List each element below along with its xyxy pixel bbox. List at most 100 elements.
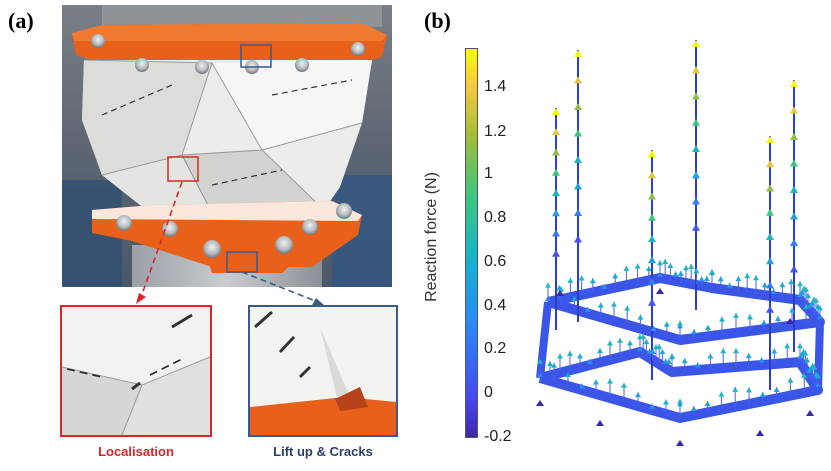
support-arrow — [756, 430, 764, 436]
force-arrow — [759, 392, 766, 398]
force-arrow — [624, 305, 631, 311]
force-arrow — [788, 279, 795, 285]
force-arrow — [587, 359, 593, 364]
force-arrow — [552, 128, 560, 136]
force-arrow — [579, 383, 585, 389]
force-arrow — [766, 160, 774, 168]
colorbar-tick: -0.2 — [484, 428, 512, 445]
hexagon-ring — [536, 301, 552, 379]
force-arrow — [648, 150, 656, 157]
force-arrow — [688, 264, 695, 270]
force-arrow — [648, 192, 656, 200]
force-arrow — [649, 403, 655, 409]
force-arrow — [718, 391, 725, 397]
force-arrow — [683, 265, 689, 271]
force-arrow — [732, 386, 739, 392]
lift-up-cracks-caption: Lift up & Cracks — [273, 444, 373, 459]
force-arrow — [648, 235, 656, 242]
force-arrow — [766, 305, 774, 313]
force-arrow — [567, 277, 574, 283]
localisation-zoom — [60, 305, 212, 437]
force-arrow — [694, 362, 701, 368]
force-arrow — [637, 314, 644, 320]
force-arrow — [692, 118, 700, 126]
force-arrow — [578, 275, 585, 281]
force-arrow — [597, 302, 604, 308]
force-arrow — [784, 343, 791, 349]
force-arrow — [692, 66, 700, 74]
force-arrow — [663, 399, 669, 405]
force-arrow — [813, 297, 819, 303]
force-arrow — [649, 348, 656, 354]
force-arrow — [692, 145, 700, 152]
force-arrow — [574, 103, 582, 110]
force-arrow — [567, 350, 573, 356]
force-arrow — [611, 301, 617, 307]
force-arrow — [659, 349, 666, 355]
force-arrow — [648, 277, 656, 285]
colorbar-tick: 0.6 — [484, 253, 507, 270]
force-arrow — [552, 108, 560, 115]
force-arrow — [703, 275, 710, 281]
force-arrow — [707, 353, 714, 359]
force-arrow — [665, 358, 672, 364]
force-arrow — [601, 284, 607, 289]
force-arrow — [775, 315, 781, 321]
force-arrow — [571, 295, 578, 301]
force-arrow — [552, 148, 560, 156]
force-arrow — [720, 348, 727, 354]
force-arrow — [607, 340, 613, 346]
force-arrow — [790, 80, 798, 87]
support-arrow — [676, 440, 684, 446]
force-arrow — [804, 357, 811, 363]
force-arrow — [677, 398, 683, 404]
force-arrow — [612, 273, 619, 279]
force-arrow — [790, 133, 798, 140]
force-arrow — [552, 249, 560, 257]
force-arrow — [692, 197, 700, 205]
lift-up-cracks-zoom — [248, 305, 398, 437]
force-arrow — [815, 373, 821, 379]
force-arrow — [733, 348, 739, 354]
force-arrow — [802, 350, 809, 356]
force-arrow — [692, 171, 700, 179]
force-arrow — [650, 326, 657, 332]
panel-b-label: (b) — [424, 8, 451, 33]
force-arrow — [733, 312, 739, 318]
force-arrow — [584, 307, 591, 313]
force-arrow — [663, 321, 670, 327]
force-arrow — [607, 378, 613, 384]
force-arrow — [648, 171, 656, 179]
force-arrow — [690, 406, 697, 412]
force-arrow — [574, 156, 582, 163]
force-arrow — [817, 305, 823, 311]
force-arrow — [761, 282, 768, 288]
force-arrow — [593, 379, 599, 385]
force-arrow — [766, 136, 774, 143]
force-arrow — [692, 92, 700, 100]
support-arrow — [656, 288, 664, 294]
force-arrow — [545, 282, 551, 288]
force-arrow — [621, 382, 627, 388]
force-arrow — [597, 348, 603, 354]
force-arrow — [635, 392, 641, 398]
force-arrow — [574, 129, 582, 137]
force-arrow — [656, 344, 663, 350]
force-arrow — [744, 273, 751, 279]
force-arrow — [589, 278, 596, 284]
force-arrow — [662, 259, 669, 265]
force-arrow — [692, 40, 700, 47]
force-arrow — [574, 209, 582, 216]
force-arrow — [627, 340, 633, 346]
colorbar-tick: 0.4 — [484, 297, 507, 314]
support-arrow — [536, 400, 544, 406]
force-arrow — [803, 303, 809, 309]
force-arrow — [766, 281, 774, 289]
colorbar-tick: 0 — [484, 384, 493, 401]
force-arrow — [790, 186, 798, 193]
force-arrow — [698, 276, 705, 282]
force-arrow — [787, 377, 794, 383]
force-arrow — [552, 229, 560, 237]
force-arrow — [537, 358, 543, 364]
colorbar-tick: 1.2 — [484, 123, 507, 140]
